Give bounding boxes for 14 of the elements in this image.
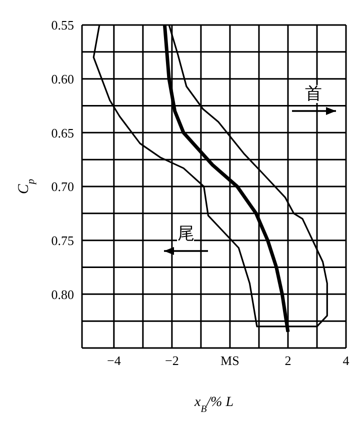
x-axis-title: x$_{B}$/% L (193, 395, 234, 414)
x-tick-label: −2 (165, 353, 179, 368)
y-tick-label: 0.65 (51, 125, 74, 140)
x-tick-label: −4 (106, 353, 122, 368)
x-tick-label: 4 (342, 353, 350, 368)
annotation: 首 (305, 84, 322, 104)
annotation: 尾 (177, 224, 194, 244)
y-tick-label: 0.70 (51, 179, 74, 194)
y-tick-label: 0.80 (51, 286, 74, 302)
y-tick-label: 0.60 (51, 71, 74, 86)
y-tick-label: 0.55 (51, 18, 74, 33)
x-tick-label: MS (220, 353, 240, 368)
x-tick-label: 2 (284, 353, 292, 368)
y-tick-label: 0.75 (51, 232, 74, 248)
